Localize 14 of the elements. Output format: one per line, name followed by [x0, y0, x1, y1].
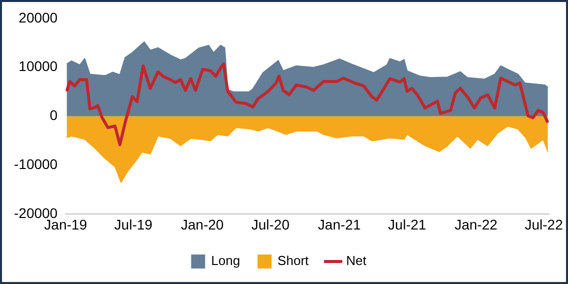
x-tick-label: Jan-21 — [318, 216, 361, 232]
x-tick-label: Jul-21 — [388, 216, 426, 232]
legend-label: Net — [346, 253, 367, 268]
x-tick-label: Jul-22 — [524, 216, 564, 232]
y-tick-label: 0 — [50, 107, 58, 124]
x-tick-label: Jul-20 — [251, 216, 290, 232]
x-tick-label: Jan-20 — [180, 216, 224, 232]
x-tick-label: Jan-22 — [454, 216, 498, 232]
x-tick-label: Jul-19 — [114, 216, 153, 232]
y-tick-label: 10000 — [18, 58, 58, 74]
y-tick-label: 20000 — [18, 9, 58, 26]
legend-label: Short — [278, 253, 310, 268]
legend-label: Long — [211, 253, 240, 268]
y-tick-label: -10000 — [14, 156, 58, 172]
